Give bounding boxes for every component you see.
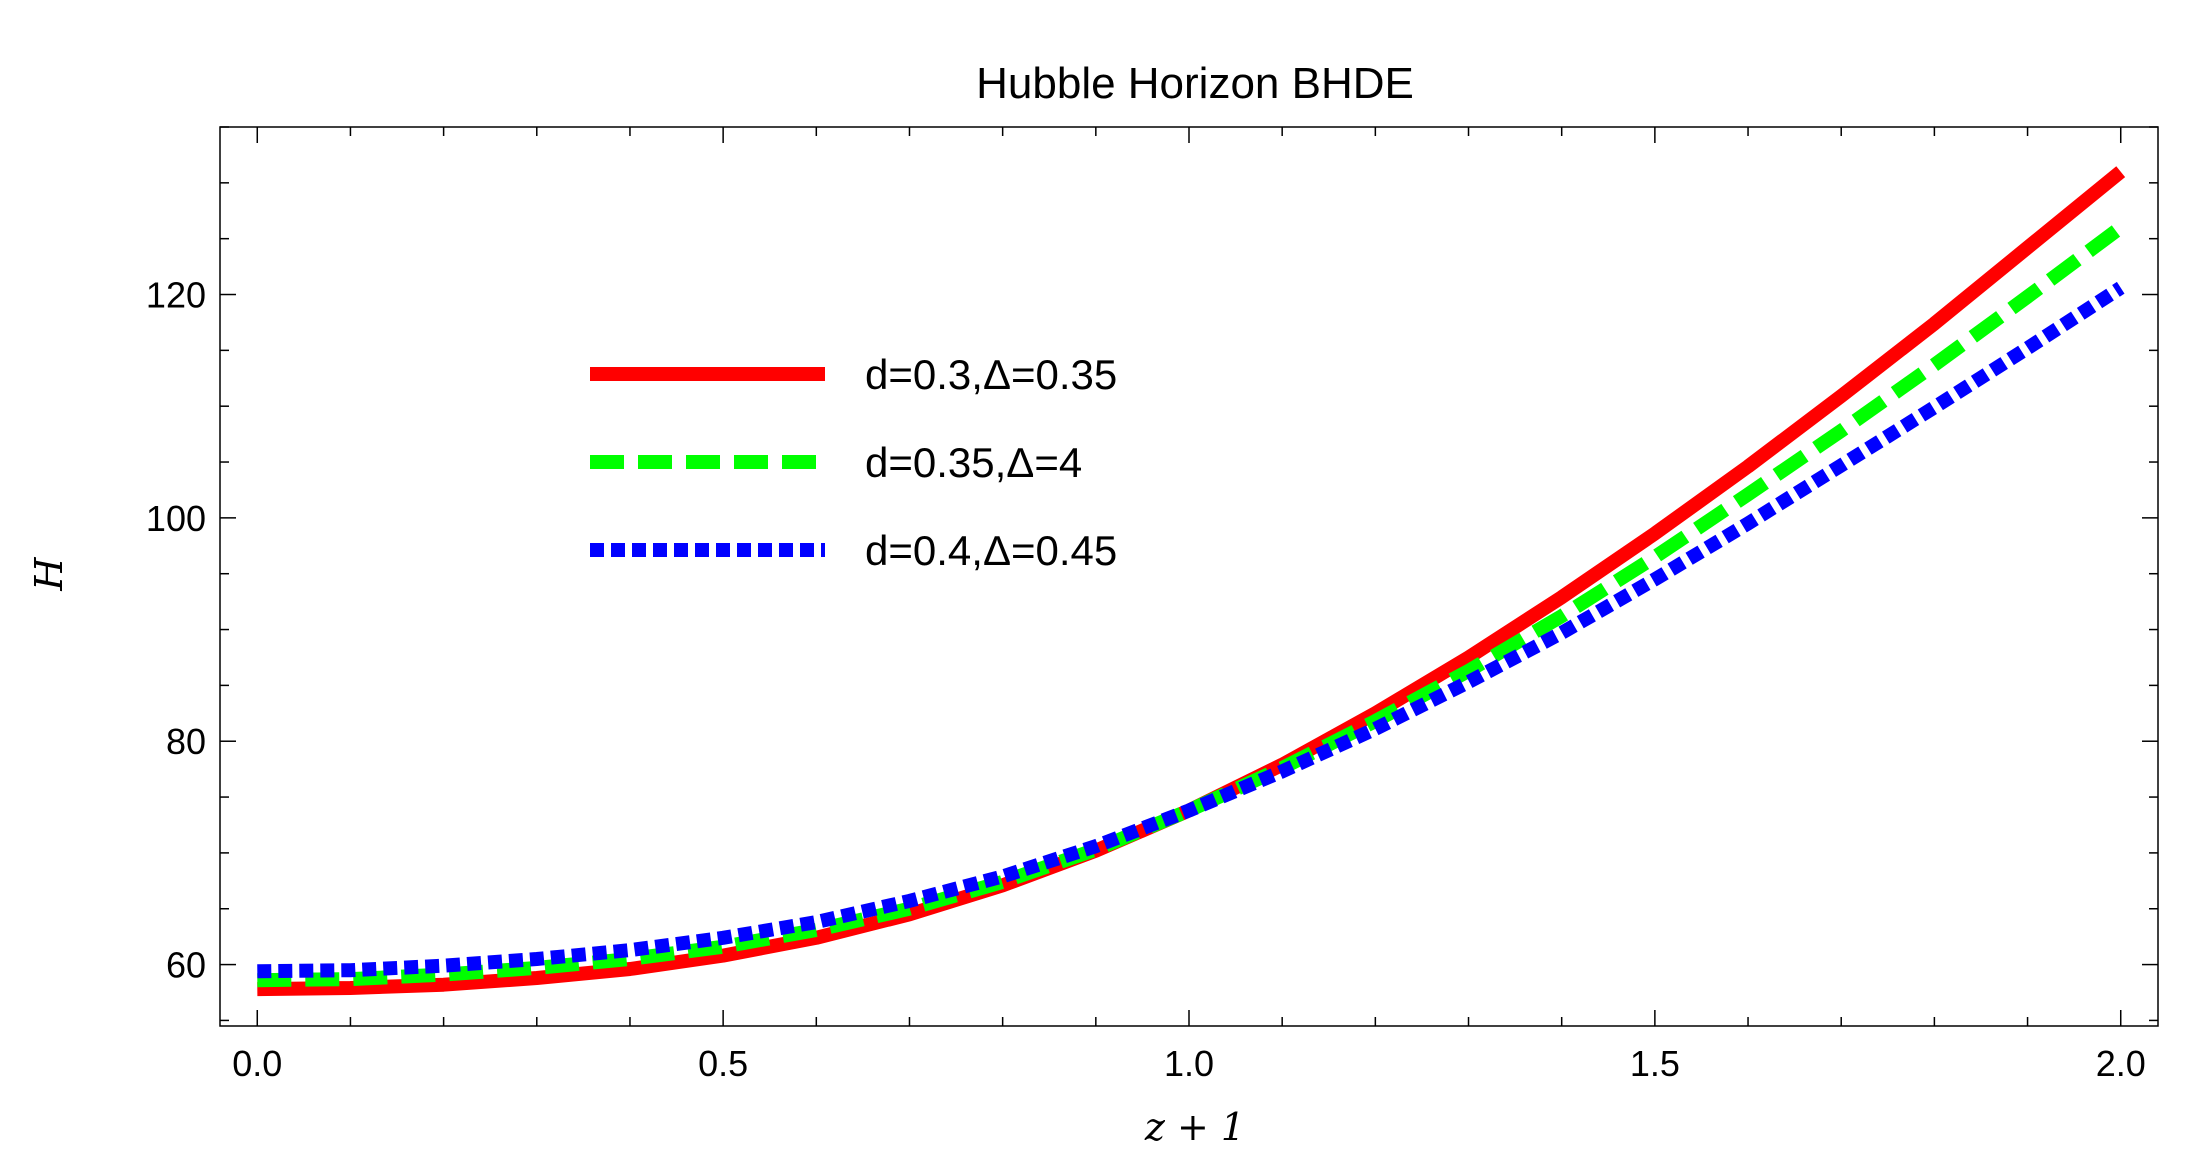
x-tick-label: 0.5: [698, 1043, 748, 1084]
y-axis-label: H: [27, 557, 71, 592]
x-axis-label: z + 1: [1144, 1105, 1245, 1149]
plot-frame: [219, 126, 2159, 1027]
legend-label-2: d=0.35,Δ=4: [865, 439, 1082, 486]
x-tick-label: 1.0: [1164, 1043, 1214, 1084]
series-group: [257, 166, 2126, 997]
legend-label-3: d=0.4,Δ=0.45: [865, 527, 1117, 574]
y-tick-labels: 60 80 100 120: [146, 275, 206, 986]
series-line-3: [257, 281, 2125, 979]
legend-label-1: d=0.3,Δ=0.35: [865, 351, 1117, 398]
y-tick-label: 120: [146, 275, 206, 316]
y-tick-label: 100: [146, 498, 206, 539]
x-tick-label: 1.5: [1630, 1043, 1680, 1084]
y-tick-label: 60: [166, 945, 206, 986]
x-tick-label: 0.0: [232, 1043, 282, 1084]
axis-ticks: [220, 126, 2158, 1026]
x-tick-labels: 0.0 0.5 1.0 1.5 2.0: [232, 1043, 2146, 1084]
y-tick-label: 80: [166, 721, 206, 762]
series-line-2: [257, 221, 2125, 988]
series-line-1: [257, 166, 2126, 997]
legend: d=0.3,Δ=0.35 d=0.35,Δ=4 d=0.4,Δ=0.45: [590, 351, 1117, 574]
chart-title: Hubble Horizon BHDE: [976, 59, 1414, 108]
x-tick-label: 2.0: [2096, 1043, 2146, 1084]
